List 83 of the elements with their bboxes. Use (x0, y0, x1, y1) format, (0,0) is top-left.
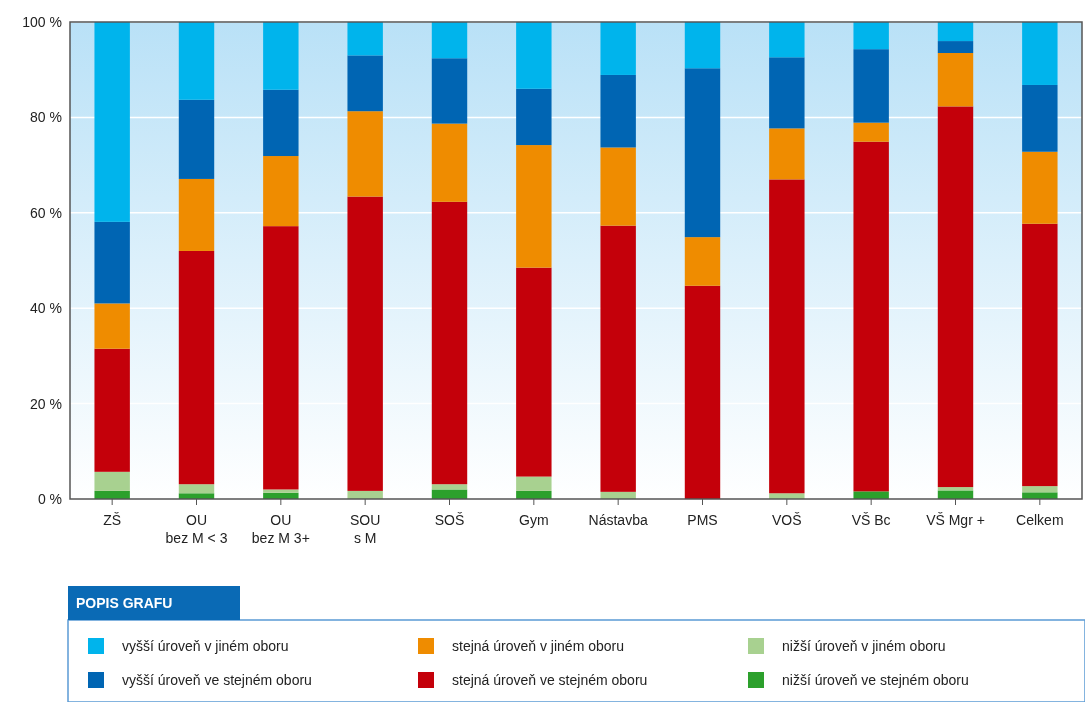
bar (431, 58, 468, 124)
legend-label: nižší úroveň ve stejném oboru (782, 671, 969, 688)
bar (769, 179, 805, 494)
bar (178, 178, 215, 251)
bar (178, 250, 215, 485)
bar (600, 147, 636, 226)
bar (516, 476, 552, 491)
legend-title: POPIS GRAFU (76, 595, 173, 611)
y-tick-label: 80 % (30, 109, 62, 126)
x-tick-label: ZŠ (103, 512, 122, 528)
x-tick-label: Nástavba (588, 512, 648, 528)
bar (347, 55, 383, 112)
bar (853, 22, 889, 50)
bar (937, 490, 974, 499)
x-tick-label: OU bez M < 3 (165, 512, 228, 546)
bar (94, 471, 130, 491)
bar (853, 141, 889, 492)
bar (263, 89, 299, 157)
legend-label: nižší úroveň v jiném oboru (782, 637, 946, 654)
bar (937, 41, 974, 54)
x-tick-label: VŠ Mgr + (926, 512, 985, 528)
bar (516, 267, 552, 477)
bar (769, 57, 805, 129)
bar (516, 88, 552, 146)
y-tick-label: 20 % (30, 395, 62, 412)
bar (263, 489, 299, 493)
x-tick-label: PMS (687, 512, 718, 528)
bar (347, 111, 383, 197)
bar (1022, 223, 1058, 487)
bar (853, 491, 889, 499)
x-tick-label: SOU s M (349, 512, 381, 546)
bar (1022, 151, 1058, 224)
bar (516, 145, 552, 268)
bar (178, 22, 215, 100)
y-tick-label: 100 % (22, 13, 62, 30)
bar (1022, 22, 1058, 85)
bar (684, 237, 721, 286)
bar (347, 22, 383, 56)
bar (853, 49, 889, 123)
bar (853, 122, 889, 142)
bar (431, 22, 468, 59)
y-tick-label: 60 % (30, 204, 62, 221)
bar (684, 68, 721, 238)
legend-label: stejná úroveň v jiném oboru (452, 637, 624, 654)
bar (1022, 486, 1058, 493)
legend-label: vyšší úroveň v jiném oboru (122, 637, 289, 654)
bar (94, 22, 130, 222)
x-tick-label: SOŠ (434, 512, 465, 528)
bar (94, 221, 130, 304)
bar (263, 22, 299, 90)
x-tick-label: VOŠ (772, 512, 802, 528)
bar (600, 225, 636, 492)
bar (516, 22, 552, 89)
x-tick-label: Celkem (1016, 512, 1064, 528)
bar (1022, 492, 1058, 499)
bar (937, 53, 974, 107)
bar (684, 285, 721, 499)
bar (769, 22, 805, 58)
legend-label: stejná úroveň ve stejném oboru (452, 671, 648, 688)
bar (178, 484, 215, 494)
bar (600, 22, 636, 75)
bar (600, 74, 636, 148)
y-tick-label: 0 % (37, 490, 62, 507)
bar (94, 348, 130, 472)
bar (684, 22, 721, 69)
x-tick-label: OU bez M 3+ (251, 512, 310, 546)
y-tick-label: 40 % (30, 300, 62, 317)
bar (431, 123, 468, 202)
bar (937, 22, 974, 42)
bar (1022, 84, 1058, 152)
bar (769, 128, 805, 180)
bar (178, 99, 215, 179)
bar (263, 226, 299, 490)
bar (937, 106, 974, 488)
bar (347, 196, 383, 491)
bar (263, 156, 299, 227)
x-tick-label: VŠ Bc (851, 512, 891, 528)
bar (431, 489, 468, 499)
bar (94, 303, 130, 349)
bar (431, 201, 468, 485)
bar (431, 484, 468, 490)
x-tick-label: Gym (519, 512, 549, 528)
legend-label: vyšší úroveň ve stejném oboru (122, 671, 312, 688)
